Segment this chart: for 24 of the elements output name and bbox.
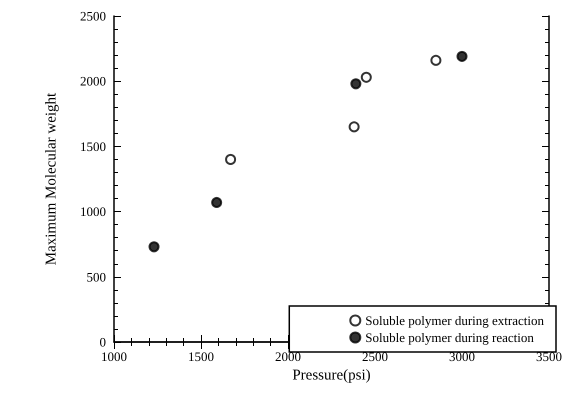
y-tick-label: 1000 — [80, 204, 106, 220]
point — [360, 72, 372, 83]
x-tick-label: 1000 — [101, 349, 127, 364]
point — [348, 121, 360, 132]
y-tick-label: 2000 — [80, 74, 106, 89]
x-axis-title: Pressure(psi) — [292, 367, 371, 384]
legend-label: Soluble polymer during extraction — [365, 313, 544, 328]
y-tick-label: 0 — [100, 334, 106, 350]
y-tick-label: 500 — [86, 269, 106, 284]
point — [211, 196, 222, 208]
x-tick-label: 2500 — [362, 349, 388, 364]
point — [430, 54, 442, 66]
y-axis-title: Maximum Molecular weight — [44, 92, 60, 266]
x-tick-label: 1500 — [188, 349, 214, 364]
point — [225, 154, 236, 165]
x-tick-label: 2000 — [275, 349, 301, 364]
y-tick-label: 1500 — [80, 138, 106, 154]
x-tick-label: 3500 — [536, 349, 562, 364]
legend-label: Soluble polymer during reaction — [365, 330, 534, 345]
point — [456, 50, 468, 62]
y-tick-label: 2500 — [80, 8, 106, 24]
x-tick-label: 3000 — [449, 349, 475, 364]
point — [148, 241, 160, 252]
point — [350, 78, 362, 90]
